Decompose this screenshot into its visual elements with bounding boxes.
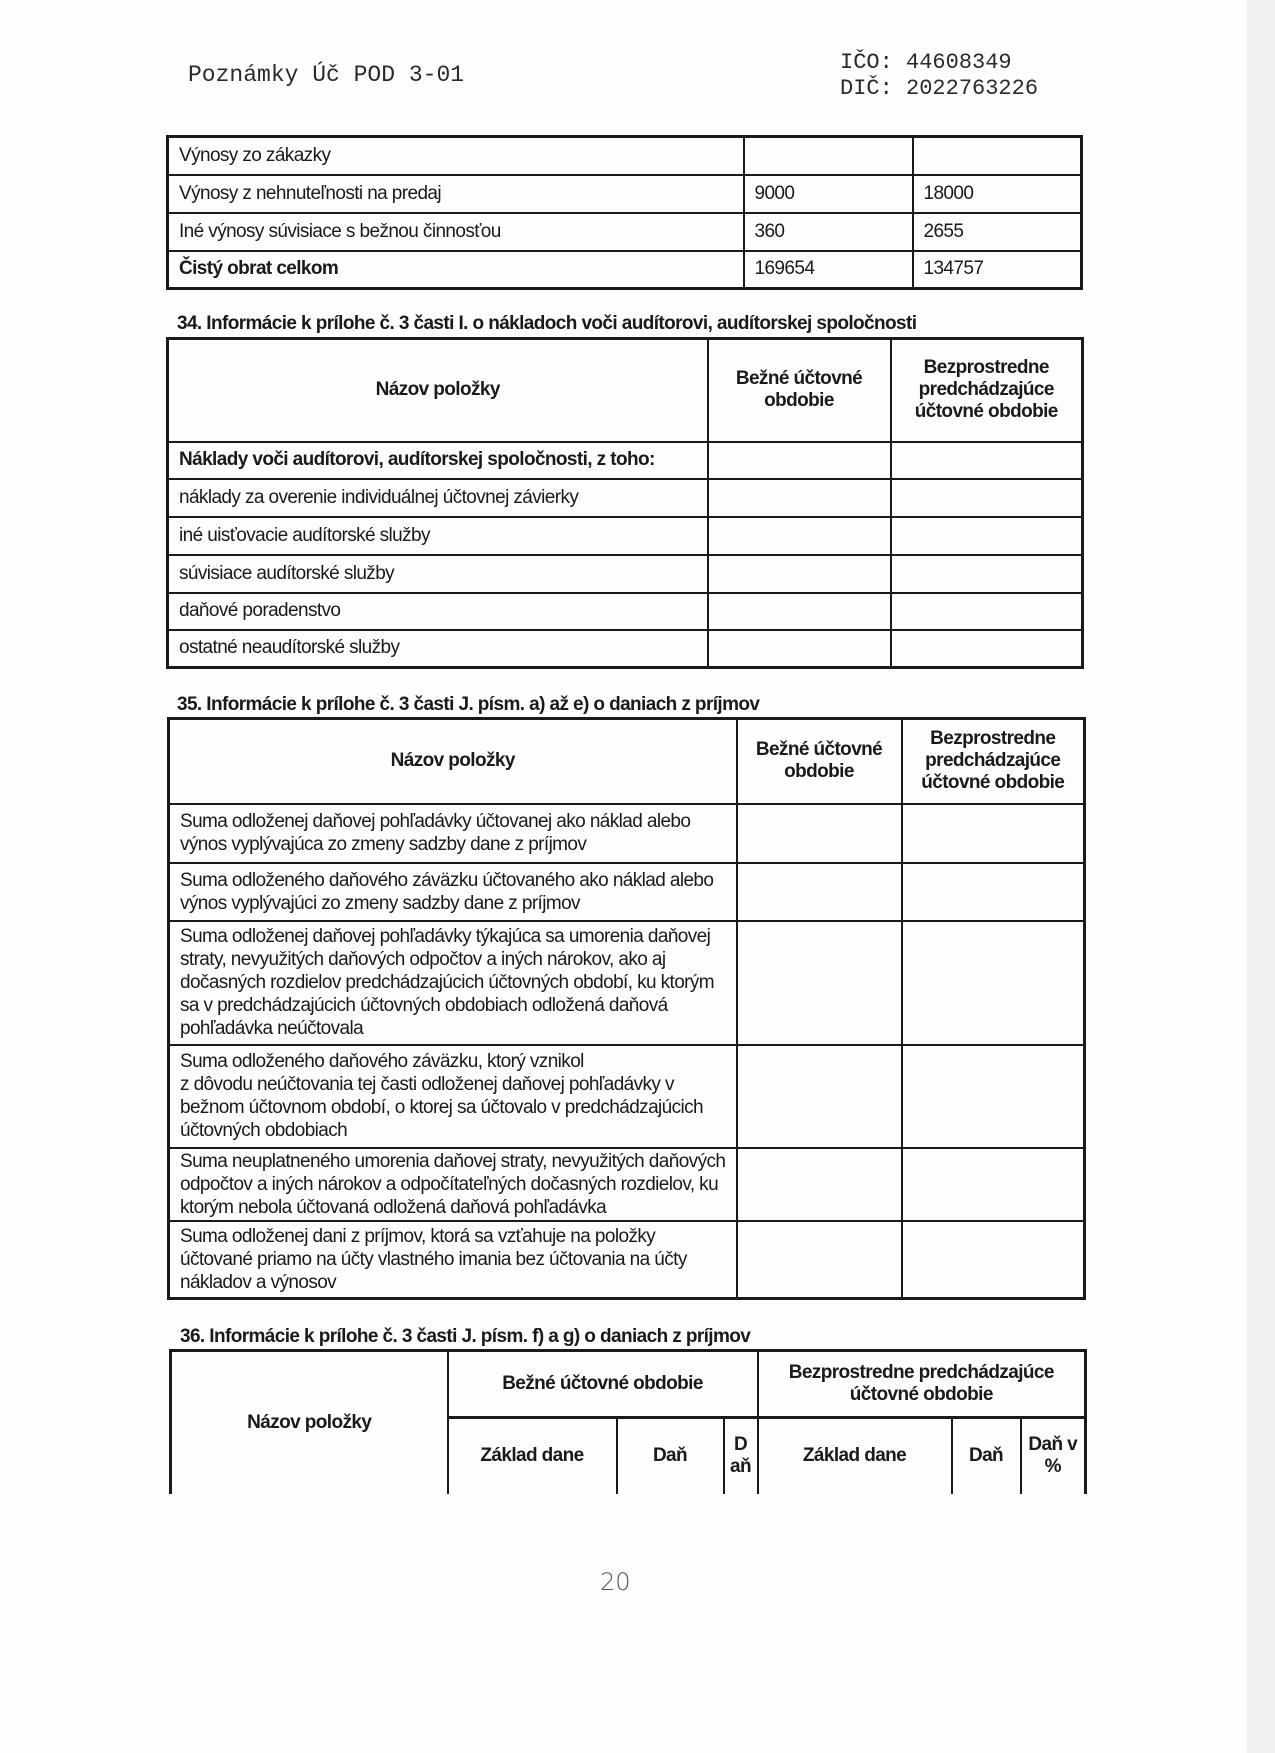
group-header-previous: Bezprostredne predchádzajúce účtovné obd… xyxy=(756,1349,1087,1419)
column-header: Daň xyxy=(950,1416,1022,1494)
subheader-row: Základ dane Daň Daň Základ dane Daň Daň … xyxy=(171,1416,1087,1494)
table-row: iné uisťovacie audítorské služby xyxy=(166,515,1084,556)
previous-cell xyxy=(889,477,1084,518)
column-header: Názov položky xyxy=(169,1349,449,1494)
previous-value: 134757 xyxy=(911,249,1083,290)
previous-value: 2655 xyxy=(911,211,1083,252)
previous-value: 18000 xyxy=(911,173,1083,214)
current-value xyxy=(742,135,914,176)
current-cell xyxy=(735,802,903,864)
section-35-heading: 35. Informácie k prílohe č. 3 časti J. p… xyxy=(177,694,760,715)
row-label: Náklady voči audítorovi, audítorskej spo… xyxy=(166,440,709,480)
table-row: Suma odloženej daňovej pohľadávky týkajú… xyxy=(167,919,1086,1046)
row-label: Suma neuplatneného umorenia daňovej stra… xyxy=(167,1146,738,1222)
column-header: Bezprostredne predchádzajúce účtovné obd… xyxy=(900,717,1086,805)
scan-edge xyxy=(1247,0,1275,1753)
column-header: Bezprostredne predchádzajúce účtovné obd… xyxy=(889,337,1084,443)
income-tax-detail-table: Názov položky Bežné účtovné obdobie Bezp… xyxy=(169,1349,1088,1494)
previous-value xyxy=(911,135,1083,176)
current-cell xyxy=(735,919,903,1046)
table-row: ostatné neaudítorské služby xyxy=(166,628,1084,669)
table-row: Čistý obrat celkom 169654 134757 xyxy=(166,249,1083,290)
table-row: Suma neuplatneného umorenia daňovej stra… xyxy=(167,1146,1086,1222)
table-row: Výnosy z nehnuteľnosti na predaj 9000 1800… xyxy=(166,173,1083,214)
table-row: náklady za overenie individuálnej účtovn… xyxy=(166,477,1084,518)
previous-cell xyxy=(889,628,1084,669)
table-row: Suma odloženej daňovej pohľadávky účtova… xyxy=(167,802,1086,864)
previous-cell xyxy=(889,591,1084,631)
header-row: Názov položky Bežné účtovné obdobie Bezp… xyxy=(167,717,1086,805)
column-header: Daň v % xyxy=(1019,1416,1087,1494)
current-cell xyxy=(735,861,903,922)
current-cell xyxy=(706,515,892,556)
previous-cell xyxy=(900,919,1086,1046)
previous-cell xyxy=(900,802,1086,864)
dic-number: DIČ: 2022763226 xyxy=(840,76,1039,101)
column-header: Daň xyxy=(615,1416,725,1494)
row-label: Iné výnosy súvisiace s bežnou činnosťou xyxy=(166,211,745,252)
group-header-current: Bežné účtovné obdobie xyxy=(446,1349,759,1419)
current-cell xyxy=(706,553,892,594)
row-label: Suma odloženej daňovej pohľadávky účtova… xyxy=(167,802,738,864)
section-34-heading: 34. Informácie k prílohe č. 3 časti I. o… xyxy=(177,313,917,334)
row-label: daňové poradenstvo xyxy=(166,591,709,631)
row-label: Výnosy zo zákazky xyxy=(166,135,745,176)
table-row: Náklady voči audítorovi, audítorskej spo… xyxy=(166,440,1084,480)
row-label: súvisiace audítorské služby xyxy=(166,553,709,594)
row-label: Suma odloženej daňovej pohľadávky týkajú… xyxy=(167,919,738,1046)
column-header: Bežné účtovné obdobie xyxy=(706,337,892,443)
column-header: Základ dane xyxy=(756,1416,953,1494)
row-label: ostatné neaudítorské služby xyxy=(166,628,709,669)
row-label: Suma odloženého daňového záväzku účtovan… xyxy=(167,861,738,922)
previous-cell xyxy=(889,440,1084,480)
table-row: Výnosy zo zákazky xyxy=(166,135,1083,176)
table-row: daňové poradenstvo xyxy=(166,591,1084,631)
previous-cell xyxy=(900,861,1086,922)
column-header: Daň xyxy=(722,1416,759,1494)
previous-cell xyxy=(889,553,1084,594)
row-label: Výnosy z nehnuteľnosti na predaj xyxy=(166,173,745,214)
previous-cell xyxy=(900,1146,1086,1222)
table-row: Iné výnosy súvisiace s bežnou činnosťou 3… xyxy=(166,211,1083,252)
row-label: Suma odloženého daňového záväzku, ktorý … xyxy=(167,1043,738,1149)
previous-cell xyxy=(900,1043,1086,1149)
previous-cell xyxy=(889,515,1084,556)
current-cell xyxy=(706,628,892,669)
header-row: Názov položky Bežné účtovné obdobie Bezp… xyxy=(169,1349,1087,1494)
current-cell xyxy=(706,477,892,518)
table-row: Suma odloženej dani z príjmov, ktorá sa … xyxy=(167,1219,1086,1300)
row-label: náklady za overenie individuálnej účtovn… xyxy=(166,477,709,518)
previous-cell xyxy=(900,1219,1086,1300)
page-number: 20 xyxy=(600,1568,631,1596)
section-36-heading: 36. Informácie k prílohe č. 3 časti J. p… xyxy=(180,1326,751,1347)
column-header: Základ dane xyxy=(446,1416,618,1494)
current-cell xyxy=(706,440,892,480)
income-tax-table: Názov položky Bežné účtovné obdobie Bezp… xyxy=(167,717,1086,1300)
table-row: Suma odloženého daňového záväzku, ktorý … xyxy=(167,1043,1086,1149)
table-row: súvisiace audítorské služby xyxy=(166,553,1084,594)
header-row: Názov položky Bežné účtovné obdobie Bezp… xyxy=(166,337,1084,443)
revenue-table: Výnosy zo zákazky Výnosy z nehnuteľnosti… xyxy=(166,135,1083,290)
company-ids: IČO: 44608349 DIČ: 2022763226 xyxy=(840,50,1038,102)
current-cell xyxy=(735,1043,903,1149)
document-title: Poznámky Úč POD 3-01 xyxy=(188,62,465,88)
current-value: 169654 xyxy=(742,249,914,290)
row-label: Suma odloženej dani z príjmov, ktorá sa … xyxy=(167,1219,738,1300)
current-cell xyxy=(735,1219,903,1300)
ico-number: IČO: 44608349 xyxy=(840,50,1012,75)
auditor-costs-table: Názov položky Bežné účtovné obdobie Bezp… xyxy=(166,337,1084,669)
column-header: Bežné účtovné obdobie xyxy=(735,717,903,805)
current-value: 360 xyxy=(742,211,914,252)
column-header: Názov položky xyxy=(167,717,738,805)
current-cell xyxy=(735,1146,903,1222)
current-value: 9000 xyxy=(742,173,914,214)
row-label: iné uisťovacie audítorské služby xyxy=(166,515,709,556)
row-label: Čistý obrat celkom xyxy=(166,249,745,290)
table-row: Suma odloženého daňového záväzku účtovan… xyxy=(167,861,1086,922)
column-header: Názov položky xyxy=(166,337,709,443)
current-cell xyxy=(706,591,892,631)
